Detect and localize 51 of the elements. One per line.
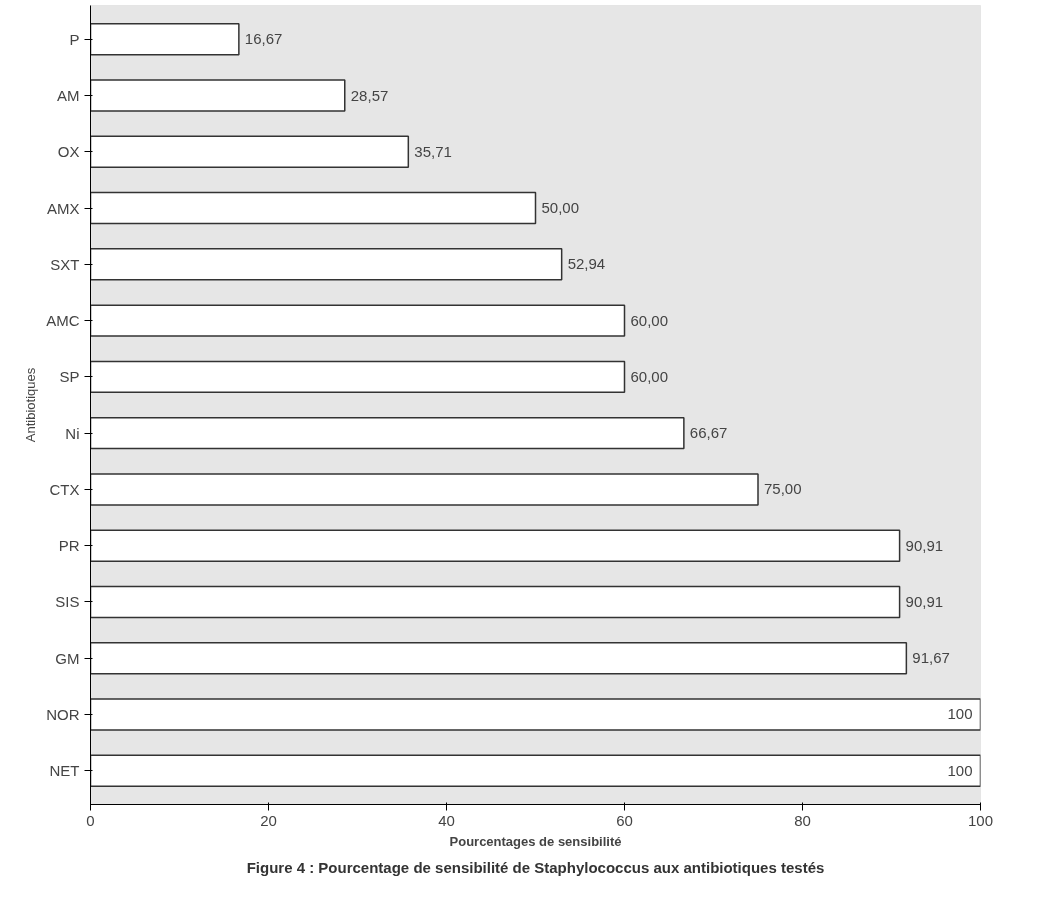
data-label: 60,00 [630,311,669,329]
bar [90,529,901,562]
bar [90,473,759,506]
bar [90,641,908,675]
x-tick-label: 0 [86,811,95,829]
data-label: 100 [947,705,973,723]
bar [90,248,563,281]
y-tick-label: Ni [65,424,80,442]
y-axis-title: Antibiotiques [23,367,39,443]
y-tick-label: SIS [55,593,80,611]
caption: Figure 4 : Pourcentage de sensibilité de Staphylococcus aux antibiotiques testés [246,858,825,876]
data-label: 91,67 [912,649,950,667]
data-label: 60,00 [630,367,669,385]
y-tick-label: NET [49,762,80,780]
bar [90,191,537,225]
x-tick-label: 80 [794,811,811,829]
data-label: 75,00 [764,480,802,498]
data-label: 28,57 [350,86,389,104]
data-label: 100 [947,761,973,779]
bar [90,754,981,787]
y-tick-label: PR [58,537,80,555]
y-tick-label: SP [59,368,80,386]
bar [90,416,685,450]
data-label: 50,00 [541,199,580,217]
bar [90,23,240,56]
y-tick-label: CTX [49,480,80,498]
bar [90,585,901,619]
y-tick-label: P [69,30,80,48]
x-tick-label: 20 [260,811,277,829]
x-axis-title: Pourcentages de sensibilité [449,833,622,849]
bar [90,360,626,394]
data-label: 16,67 [244,30,283,48]
y-tick-label: AM [57,87,80,105]
bar [90,79,346,112]
y-tick-label: NOR [46,705,80,723]
data-label: 90,91 [905,536,944,554]
y-tick-label: AMX [47,199,80,217]
data-label: 90,91 [905,592,944,610]
y-tick-label: OX [57,143,80,161]
data-label: 52,94 [567,255,606,273]
x-tick-label: 40 [438,811,455,829]
bar [90,698,981,731]
y-tick-label: GM [55,649,80,667]
data-label: 35,71 [414,142,452,160]
bar [90,135,410,169]
y-tick-label: AMC [46,312,80,330]
y-tick-label: SXT [50,255,80,273]
x-tick-label: 100 [967,811,994,829]
data-label: 66,67 [689,424,728,442]
bar [90,304,626,337]
x-tick-label: 60 [616,811,633,829]
